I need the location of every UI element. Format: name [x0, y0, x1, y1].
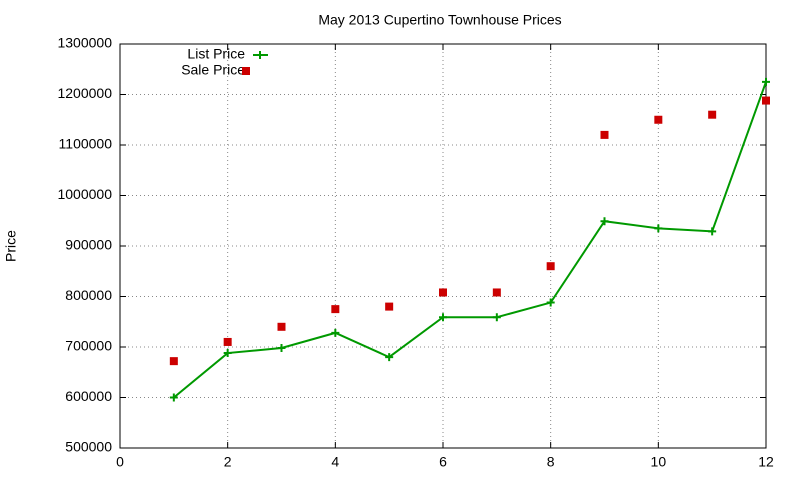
legend-label: List Price — [187, 46, 245, 62]
legend-label: Sale Price — [181, 62, 245, 78]
point-marker — [169, 357, 178, 366]
point-marker — [439, 288, 447, 297]
point-marker — [223, 349, 232, 358]
point-marker — [654, 115, 663, 124]
y-tick-label: 800000 — [65, 287, 112, 303]
plot-frame — [119, 43, 767, 449]
series-line — [173, 81, 767, 399]
point-marker — [385, 302, 394, 311]
legend-marker — [242, 67, 250, 75]
point-marker — [385, 353, 394, 362]
point-marker — [331, 305, 340, 314]
x-tick-label: 4 — [331, 454, 339, 470]
point-marker — [169, 393, 178, 402]
x-tick-label: 12 — [758, 454, 774, 470]
x-tick-label: 10 — [651, 454, 667, 470]
chart-title: May 2013 Cupertino Townhouse Prices — [318, 12, 561, 28]
x-tick-label: 2 — [224, 454, 232, 470]
point-marker — [600, 217, 609, 226]
x-tick-label: 6 — [439, 454, 447, 470]
point-marker — [762, 96, 770, 105]
point-marker — [762, 77, 770, 86]
point-marker — [546, 262, 555, 271]
y-tick-label: 1100000 — [59, 136, 113, 152]
point-marker — [546, 298, 555, 307]
y-tick-label: 1200000 — [57, 85, 112, 101]
legend-marker — [256, 51, 264, 59]
point-marker — [708, 110, 717, 119]
x-tick-label: 0 — [116, 454, 124, 470]
y-tick-label: 700000 — [65, 338, 112, 354]
y-tick-label: 600000 — [65, 388, 112, 404]
y-tick-label: 500000 — [65, 439, 112, 455]
point-marker — [492, 313, 501, 322]
y-tick-label: 1000000 — [57, 186, 112, 202]
point-marker — [654, 224, 663, 233]
x-tick-label: 8 — [547, 454, 555, 470]
point-marker — [708, 227, 717, 236]
point-marker — [331, 328, 340, 337]
point-marker — [223, 337, 232, 346]
point-marker — [600, 130, 609, 139]
point-marker — [439, 313, 447, 322]
y-tick-label: 900000 — [65, 237, 112, 253]
y-axis-label: Price — [3, 230, 19, 262]
point-marker — [492, 288, 501, 297]
y-tick-label: 1300000 — [57, 35, 112, 51]
point-marker — [277, 322, 286, 331]
point-marker — [277, 344, 286, 353]
